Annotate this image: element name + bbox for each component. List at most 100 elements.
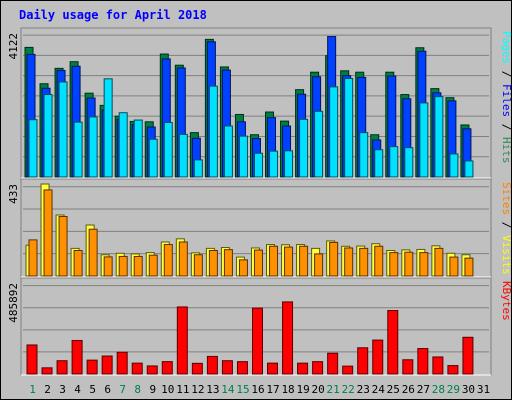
series-kbytes	[26, 301, 474, 375]
bar-pages-day-25	[389, 146, 399, 178]
bar-pages-day-11	[178, 133, 188, 178]
x-tick-label: 28	[432, 383, 445, 396]
axis-max-label: 433	[7, 184, 20, 204]
legend-entry: Hits	[500, 137, 512, 164]
bar-sites-day-7	[118, 255, 128, 277]
x-tick-label: 21	[327, 383, 340, 396]
bar-sites-day-17	[269, 245, 279, 277]
x-tick-label: 1	[29, 383, 36, 396]
x-tick-label: 17	[266, 383, 279, 396]
x-tick-label: 9	[149, 383, 156, 396]
panel-visits-sites: 433 Sites / Visits	[7, 178, 512, 278]
bar-pages-day-29	[449, 153, 459, 178]
bar-pages-day-19	[299, 118, 309, 178]
x-tick-label: 12	[191, 383, 204, 396]
bar-sites-day-24	[374, 245, 384, 277]
x-tick-label: 14	[221, 383, 235, 396]
x-tick-label: 31	[477, 383, 490, 396]
legend-entry: Pages	[500, 31, 512, 64]
legend-entry: /	[500, 64, 512, 84]
axis-max-label: 485892	[7, 283, 20, 323]
bar-kbytes-day-27	[417, 348, 429, 375]
bar-pages-day-26	[404, 147, 414, 178]
bar-pages-day-22	[344, 77, 354, 178]
bar-pages-day-12	[193, 159, 203, 178]
legend-label: KBytes	[500, 281, 512, 321]
panel-hits-files-pages: 4122 Pages / Files / Hits	[7, 27, 512, 179]
bar-pages-day-27	[419, 102, 429, 178]
x-tick-label: 15	[236, 383, 249, 396]
x-tick-label: 26	[402, 383, 415, 396]
x-tick-label: 19	[296, 383, 309, 396]
bar-sites-day-12	[193, 254, 203, 277]
x-tick-label: 8	[134, 383, 141, 396]
bar-pages-day-18	[284, 150, 294, 178]
bar-sites-day-8	[133, 255, 143, 277]
series-sites	[28, 189, 474, 277]
bar-pages-day-14	[223, 125, 233, 178]
bar-sites-day-22	[344, 247, 354, 277]
x-tick-label: 6	[104, 383, 111, 396]
bar-kbytes-day-28	[432, 356, 444, 375]
bar-pages-day-24	[374, 149, 384, 178]
legend-label: Pages / Files / Hits	[500, 31, 512, 164]
bar-sites-day-11	[178, 241, 188, 277]
bar-pages-day-30	[464, 160, 474, 178]
bar-pages-day-7	[118, 112, 128, 178]
bar-kbytes-day-3	[56, 360, 68, 375]
bar-kbytes-day-14	[221, 360, 233, 375]
x-tick-label: 13	[206, 383, 219, 396]
chart-title: Daily usage for April 2018	[19, 8, 207, 22]
x-tick-label: 16	[251, 383, 264, 396]
legend-entry: /	[500, 215, 512, 235]
bar-sites-day-16	[253, 249, 263, 277]
bar-kbytes-day-2	[41, 367, 53, 375]
bar-sites-day-9	[148, 254, 158, 277]
bar-sites-day-30	[464, 257, 474, 277]
bar-kbytes-day-6	[101, 355, 113, 375]
bar-kbytes-day-9	[146, 365, 158, 375]
bar-sites-day-10	[163, 244, 173, 277]
bar-sites-day-21	[329, 241, 339, 277]
bar-kbytes-day-5	[86, 359, 98, 375]
bar-kbytes-day-23	[357, 347, 369, 375]
x-tick-label: 7	[119, 383, 126, 396]
bar-pages-day-28	[434, 96, 444, 178]
x-tick-label: 18	[281, 383, 294, 396]
x-tick-label: 2	[44, 383, 51, 396]
bar-kbytes-day-8	[131, 362, 143, 375]
x-tick-label: 22	[342, 383, 355, 396]
bar-kbytes-day-11	[176, 306, 188, 375]
bar-sites-day-18	[284, 246, 294, 277]
bar-kbytes-day-4	[71, 339, 83, 375]
bar-pages-day-8	[133, 119, 143, 178]
bar-pages-day-21	[329, 86, 339, 178]
bar-sites-day-4	[73, 250, 83, 277]
bar-sites-day-5	[88, 228, 98, 277]
bar-pages-day-1	[28, 119, 38, 178]
x-tick-label: 25	[387, 383, 400, 396]
x-tick-label: 27	[417, 383, 430, 396]
bar-sites-day-28	[434, 247, 444, 277]
bar-kbytes-day-13	[206, 355, 218, 375]
bar-pages-day-20	[314, 110, 324, 178]
bar-pages-day-23	[359, 132, 369, 178]
bar-sites-day-25	[389, 252, 399, 277]
bar-pages-day-16	[253, 152, 263, 178]
bar-sites-day-6	[103, 256, 113, 277]
bar-kbytes-day-18	[282, 301, 294, 375]
x-tick-label: 11	[176, 383, 189, 396]
chart-panels: 4122 Pages / Files / Hits 433 Sites / Visit…	[7, 27, 512, 376]
bar-kbytes-day-22	[342, 365, 354, 375]
bar-sites-day-3	[58, 216, 68, 277]
bar-sites-day-23	[359, 247, 369, 277]
bar-pages-day-9	[148, 138, 158, 178]
bar-pages-day-6	[103, 78, 113, 178]
bar-pages-day-5	[88, 116, 98, 178]
x-tick-label: 5	[89, 383, 96, 396]
bar-kbytes-day-20	[312, 361, 324, 375]
bar-kbytes-day-29	[447, 365, 459, 375]
bar-pages-day-13	[208, 85, 218, 178]
legend-entry: /	[500, 117, 512, 137]
